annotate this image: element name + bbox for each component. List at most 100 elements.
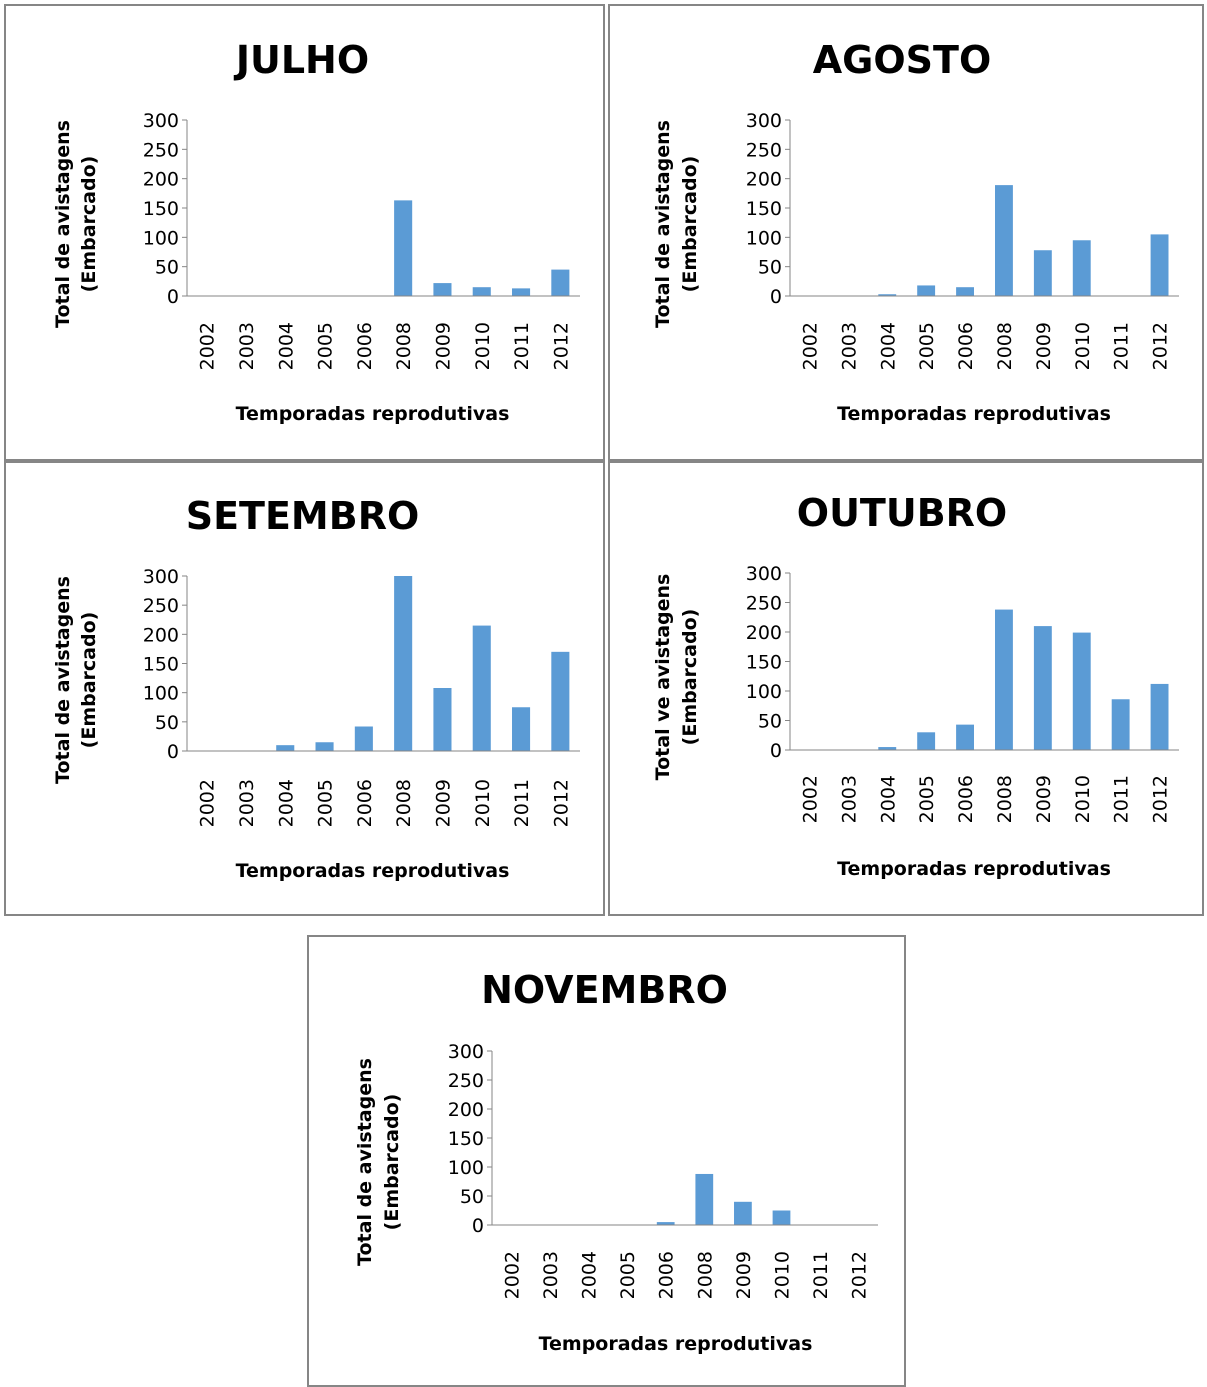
x-axis-label: Temporadas reprodutivas (236, 860, 510, 882)
x-tick-label-2009: 2009 (1033, 775, 1055, 823)
bar-2011 (512, 707, 531, 751)
chart-title: NOVEMBRO (481, 968, 728, 1012)
x-tick-label-2006: 2006 (955, 322, 977, 370)
x-tick-label-2012: 2012 (1150, 775, 1172, 823)
chart-title: OUTUBRO (797, 491, 1007, 535)
x-tick-label-2005: 2005 (315, 322, 337, 370)
bar-2009 (734, 1201, 752, 1225)
y-tick-label: 50 (758, 257, 782, 279)
bar-2009 (1033, 250, 1052, 296)
chart-title: SETEMBRO (186, 494, 420, 538)
y-axis-label-line-1: Total de avistagens (52, 576, 74, 784)
bar-2010 (472, 625, 491, 751)
y-tick-label: 200 (746, 169, 782, 191)
x-tick-label-2009: 2009 (432, 322, 454, 370)
y-tick-label: 150 (448, 1128, 484, 1150)
bar-2004 (878, 294, 897, 296)
x-tick-label-2010: 2010 (1072, 322, 1094, 370)
x-tick-label-2010: 2010 (1072, 775, 1094, 823)
x-tick-label-2004: 2004 (877, 322, 899, 370)
y-tick-label: 150 (143, 654, 179, 676)
y-tick-label: 300 (143, 110, 179, 132)
y-tick-label: 50 (155, 712, 179, 734)
x-tick-label-2008: 2008 (994, 775, 1016, 823)
bar-2004 (276, 745, 295, 751)
y-tick-label: 300 (746, 110, 782, 132)
bar-2009 (433, 688, 452, 751)
x-tick-label-2008: 2008 (694, 1251, 716, 1299)
bar-2012 (551, 651, 570, 751)
chart-panel-julho: JULHO 0 50 100 150 200 250 300 2002 2003 2004 2005 2… (4, 4, 605, 461)
x-tick-label-2002: 2002 (197, 779, 219, 827)
y-axis-label-line-2: (Embarcado) (679, 156, 701, 293)
bar-2011 (512, 288, 531, 296)
bar-2008 (695, 1173, 714, 1225)
x-tick-label-2002: 2002 (501, 1251, 523, 1299)
chart-svg: AGOSTO 0 50 100 150 200 250 300 2002 2003 2004 2005… (652, 38, 1179, 425)
bar-2006 (354, 726, 373, 751)
x-tick-label-2008: 2008 (393, 779, 415, 827)
y-tick-label: 300 (746, 563, 782, 585)
x-tick-label-2005: 2005 (315, 779, 337, 827)
bar-2010 (472, 287, 491, 296)
bar-2006 (956, 724, 974, 750)
x-axis-label: Temporadas reprodutivas (837, 858, 1111, 880)
y-tick-label: 100 (143, 227, 179, 249)
bar-2004 (878, 747, 897, 750)
x-tick-label-2011: 2011 (1111, 322, 1133, 370)
x-tick-label-2003: 2003 (540, 1251, 562, 1299)
x-tick-label-2003: 2003 (838, 322, 860, 370)
x-tick-label-2003: 2003 (838, 775, 860, 823)
x-tick-label-2012: 2012 (550, 779, 572, 827)
y-axis-label-line-2: (Embarcado) (381, 1094, 403, 1231)
chart-svg: JULHO 0 50 100 150 200 250 300 2002 2003 2004 2005 2… (52, 38, 580, 425)
chart-svg: OUTUBRO 0 50 100 150 200 250 300 2002 2003 2004 200… (652, 491, 1179, 880)
bar-2012 (1150, 683, 1169, 750)
chart-panel-outubro: OUTUBRO 0 50 100 150 200 250 300 2002 2003 2004 200… (608, 461, 1204, 916)
chart-svg: SETEMBRO 0 50 100 150 200 250 300 2002 2003 2004 20… (52, 494, 580, 882)
x-tick-label-2005: 2005 (916, 322, 938, 370)
x-tick-label-2012: 2012 (550, 322, 572, 370)
bar-2010 (1072, 632, 1091, 750)
x-tick-label-2011: 2011 (810, 1251, 832, 1299)
y-tick-label: 250 (746, 139, 782, 161)
x-tick-label-2004: 2004 (275, 779, 297, 827)
y-tick-label: 200 (448, 1099, 484, 1121)
bar-2008 (394, 200, 413, 296)
y-tick-label: 150 (746, 198, 782, 220)
bar-2010 (772, 1210, 791, 1225)
bar-2010 (1072, 240, 1091, 296)
chart-title: JULHO (233, 38, 369, 82)
chart-svg: NOVEMBRO 0 50 100 150 200 250 300 2002 2003 2004 20… (354, 968, 878, 1355)
y-tick-label: 200 (143, 169, 179, 191)
bar-2009 (433, 283, 452, 296)
bar-2006 (656, 1222, 675, 1225)
y-tick-label: 300 (143, 566, 179, 588)
y-tick-label: 100 (746, 681, 782, 703)
y-axis-label-line-2: (Embarcado) (679, 609, 701, 746)
y-tick-label: 250 (746, 593, 782, 615)
x-tick-label-2003: 2003 (236, 322, 258, 370)
x-tick-label-2009: 2009 (733, 1251, 755, 1299)
x-tick-label-2006: 2006 (354, 322, 376, 370)
y-tick-label: 250 (448, 1070, 484, 1092)
x-tick-label-2002: 2002 (799, 322, 821, 370)
y-tick-label: 200 (746, 622, 782, 644)
chart-title: AGOSTO (813, 38, 992, 82)
y-tick-label: 0 (167, 741, 179, 763)
x-tick-label-2008: 2008 (994, 322, 1016, 370)
y-tick-label: 100 (448, 1157, 484, 1179)
x-tick-label-2010: 2010 (772, 1251, 794, 1299)
x-tick-label-2002: 2002 (197, 322, 219, 370)
chart-panel-setembro: SETEMBRO 0 50 100 150 200 250 300 2002 2003 2004 20… (4, 461, 605, 916)
x-tick-label-2003: 2003 (236, 779, 258, 827)
bar-2011 (1111, 699, 1130, 750)
y-tick-label: 50 (155, 257, 179, 279)
y-axis-label-line-1: Total ve avistagens (652, 574, 674, 781)
x-tick-label-2004: 2004 (275, 322, 297, 370)
x-tick-label-2011: 2011 (511, 322, 533, 370)
bar-2005 (917, 285, 936, 296)
x-tick-label-2009: 2009 (432, 779, 454, 827)
bar-2009 (1033, 626, 1052, 750)
x-tick-label-2008: 2008 (393, 322, 415, 370)
